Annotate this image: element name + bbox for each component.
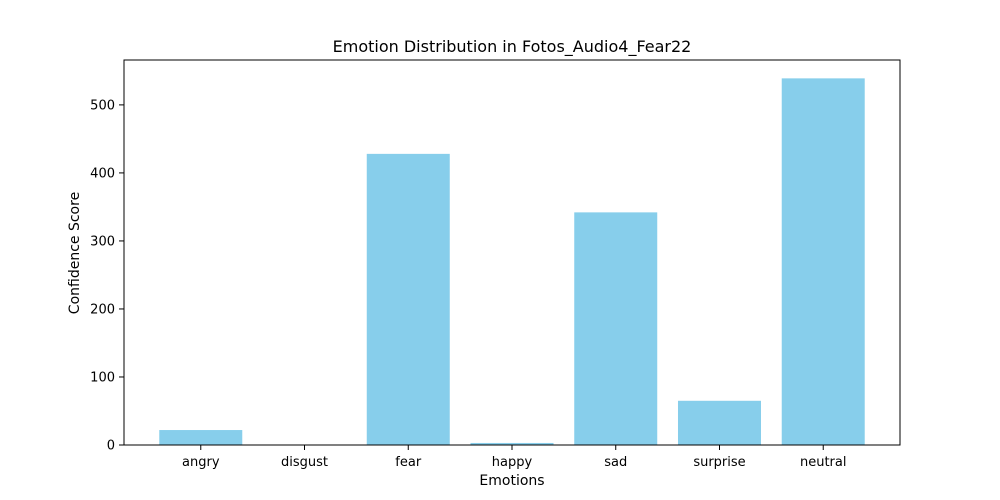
x-axis-label: Emotions [479,473,544,489]
y-tick-label: 500 [90,98,115,113]
bar-fear [366,153,450,445]
bar-sad [574,212,658,445]
x-tick-label: neutral [800,455,847,470]
y-axis-label: Confidence Score [67,192,83,314]
plot-frame [123,59,901,446]
y-tick-label: 200 [90,302,115,317]
bar-angry [159,430,243,445]
x-tick-label: disgust [281,455,328,470]
y-tick-label: 0 [107,439,115,454]
y-tick-label: 400 [90,166,115,181]
bar-happy [470,442,554,445]
x-axis-ticks: angry disgust fear happy sad surprise neutral [182,445,846,470]
x-tick-label: angry [182,455,220,470]
y-tick-label: 300 [90,234,115,249]
y-axis-ticks: 0 100 200 300 400 500 [90,98,124,454]
bar-surprise [677,400,761,445]
bars-layer [159,78,865,445]
x-tick-label: sad [604,455,627,470]
chart-title: Emotion Distribution in Fotos_Audio4_Fea… [333,37,692,57]
bar-neutral [781,78,865,445]
x-tick-label: fear [395,455,422,470]
x-tick-label: happy [492,455,533,470]
x-tick-label: surprise [693,455,745,470]
y-tick-label: 100 [90,370,115,385]
